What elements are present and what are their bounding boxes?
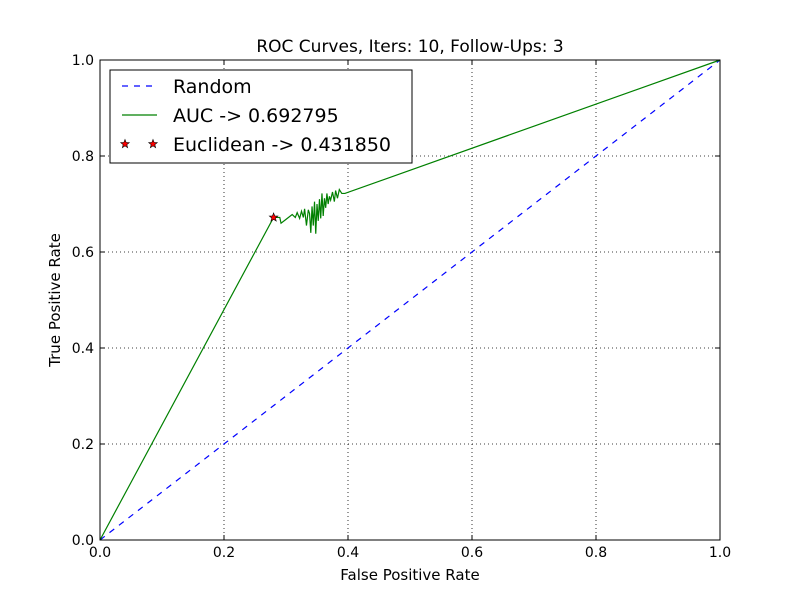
legend-label: Random [173, 76, 252, 98]
euclidean-point [268, 212, 279, 222]
legend-box [109, 69, 413, 164]
x-axis-label: False Positive Rate [340, 566, 479, 584]
x-tick-label: 0.4 [337, 545, 359, 561]
x-tick-label: 0.2 [213, 545, 235, 561]
axis-ticks: 0.0 0.2 0.4 0.6 0.8 1.0 0.0 0.2 0.4 0.6 0.8 1.0 [72, 53, 731, 561]
legend-label: Euclidean -> 0.431850 [173, 134, 391, 156]
plot-frame [99, 59, 721, 541]
legend-label: AUC -> 0.692795 [173, 105, 339, 127]
legend-marker [147, 138, 159, 149]
chart-title: ROC Curves, Iters: 10, Follow-Ups: 3 [256, 37, 563, 57]
y-tick-label: 0.6 [72, 245, 94, 261]
legend: Random AUC -> 0.692795 Euclidean -> 0.4318… [109, 69, 413, 164]
x-tick-label: 0.8 [585, 545, 607, 561]
y-tick-label: 0.4 [72, 341, 94, 357]
legend-marker [119, 138, 131, 149]
auc-line [99, 59, 721, 541]
series-layer [99, 59, 721, 541]
y-tick-label: 0.0 [72, 533, 94, 549]
x-tick-label: 1.0 [709, 545, 731, 561]
y-tick-label: 1.0 [72, 53, 94, 69]
x-tick-label: 0.6 [461, 545, 483, 561]
y-axis-label: True Positive Rate [46, 233, 64, 368]
x-tick-label: 0.0 [89, 545, 111, 561]
y-tick-label: 0.2 [72, 437, 94, 453]
random-line [99, 59, 721, 541]
y-tick-label: 0.8 [72, 149, 94, 165]
